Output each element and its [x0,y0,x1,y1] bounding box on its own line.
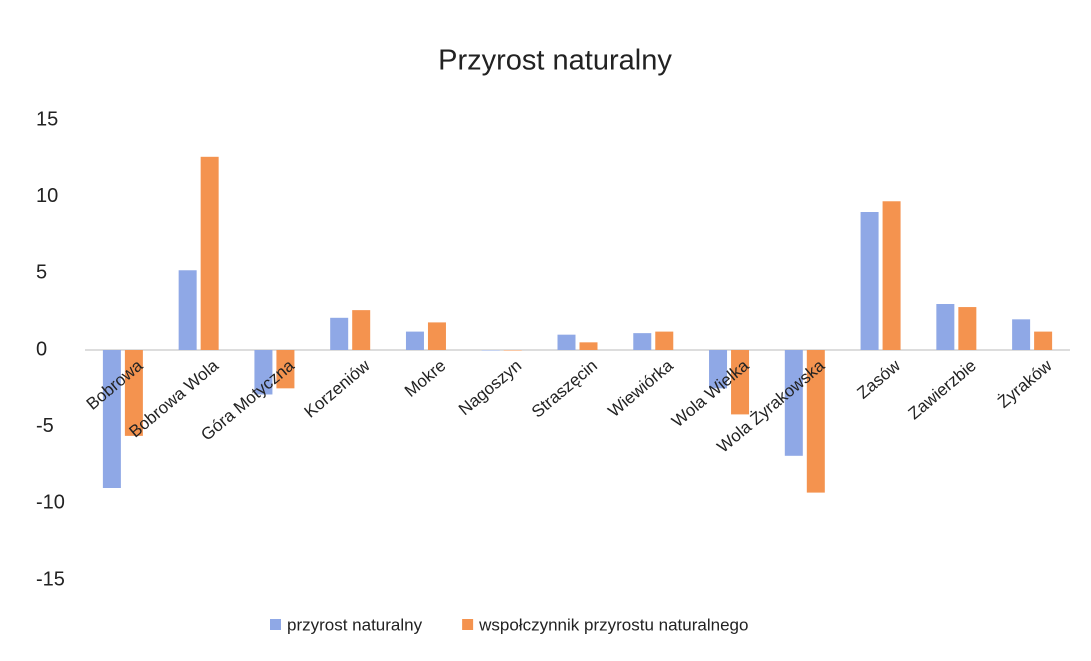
bar [579,342,598,350]
bar [200,156,219,350]
bar [503,350,522,351]
bar [1012,319,1031,350]
bar [784,350,803,456]
bar [709,350,728,389]
bar [178,270,197,350]
y-tick-label: -5 [36,415,54,437]
bar [405,331,424,350]
y-tick-label: -10 [36,492,65,514]
bar [276,350,295,389]
bar [330,317,349,350]
bar [352,310,371,350]
bar [124,350,143,436]
y-tick-label: 5 [36,262,47,284]
bar [882,201,901,350]
bar [633,333,652,350]
bar [860,212,879,350]
bar [427,322,446,350]
y-tick-label: -15 [36,568,65,590]
bar [806,350,825,493]
legend-label: przyrost naturalny [287,615,423,634]
y-tick-label: 0 [36,338,47,360]
chart-title: Przyrost naturalny [438,45,672,77]
bar [102,350,121,488]
legend-swatch [462,619,474,630]
bar [1034,331,1053,350]
legend-swatch [270,619,281,630]
legend-label: wspołczynnik przyrostu naturalnego [478,615,748,634]
bar [481,350,500,351]
bar [655,331,674,350]
bar [557,334,576,350]
y-tick-label: 10 [36,185,58,207]
bar [958,307,977,350]
bar [254,350,273,395]
bar [731,350,750,415]
bar [936,304,955,350]
y-tick-label: 15 [36,108,58,130]
